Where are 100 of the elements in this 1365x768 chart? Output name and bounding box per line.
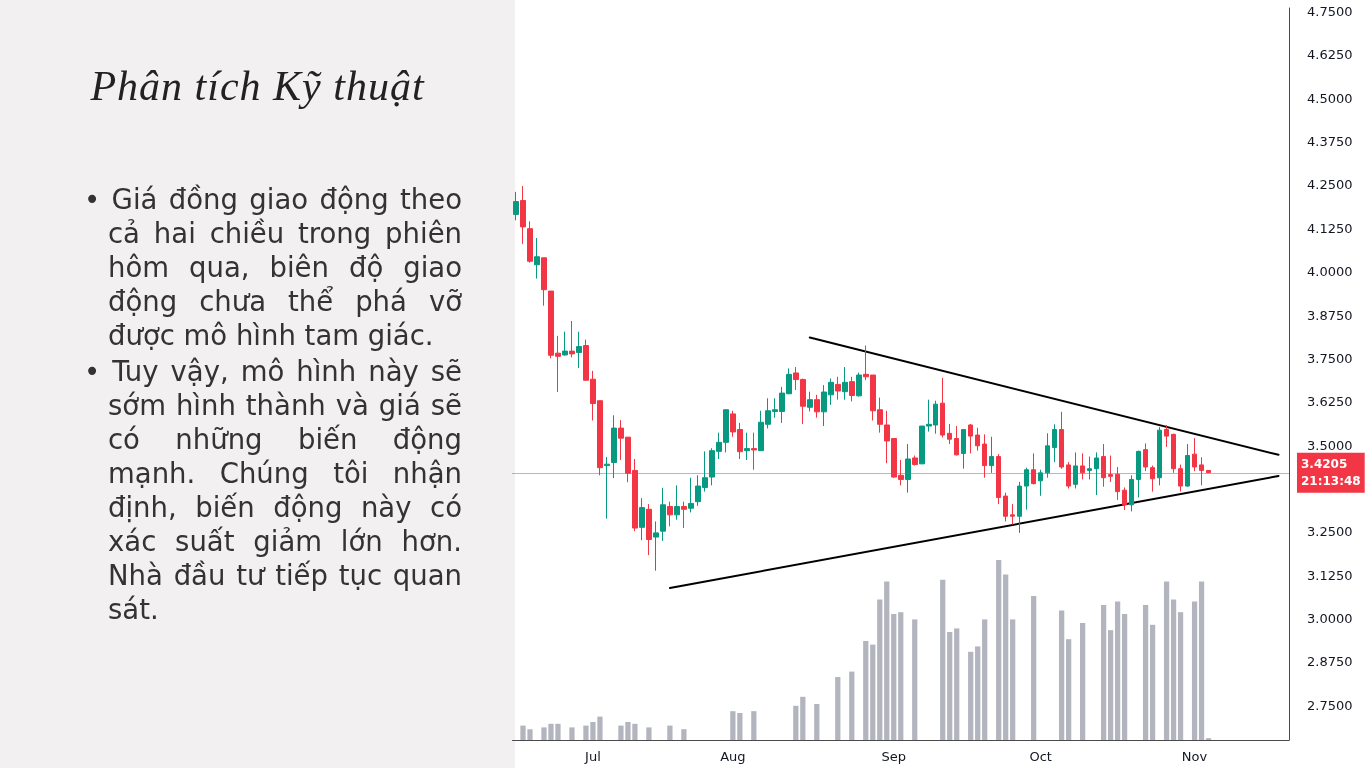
candlestick <box>1087 456 1092 480</box>
text: Phân tích Kỹ thuật <box>89 62 426 110</box>
bar <box>800 696 806 740</box>
candlestick <box>842 366 848 401</box>
bar <box>975 646 981 740</box>
y-tick-label: 4.2500 <box>1307 177 1353 193</box>
candlestick <box>1059 411 1064 470</box>
bar <box>737 713 743 740</box>
bar <box>1031 596 1037 740</box>
candlestick <box>989 436 994 474</box>
bar <box>1177 612 1184 740</box>
bar <box>681 729 687 740</box>
x-tick-label: Aug <box>720 749 746 764</box>
ref-line-label: 3.4205 21:13:48 <box>1301 457 1361 489</box>
candlestick <box>1129 474 1134 512</box>
bar <box>940 579 946 740</box>
bar <box>849 671 855 740</box>
bar <box>1010 619 1016 740</box>
candlestick <box>1094 451 1099 496</box>
candlestick <box>1143 442 1148 472</box>
candlestick <box>1003 492 1008 522</box>
candlestick <box>1192 437 1197 472</box>
bar <box>835 677 841 740</box>
y-tick-label: 3.0000 <box>1307 611 1353 627</box>
candlestick <box>1136 450 1141 498</box>
bar <box>947 632 953 740</box>
bar <box>863 641 869 740</box>
bar <box>1107 630 1114 740</box>
y-tick-label: 4.3750 <box>1307 134 1353 150</box>
bar <box>793 705 799 740</box>
candlestick <box>961 429 966 470</box>
bar <box>968 651 974 740</box>
candlestick <box>1010 503 1015 526</box>
candlestick <box>604 456 610 520</box>
bar <box>751 711 757 740</box>
candlestick <box>674 484 680 521</box>
candlestick <box>534 237 540 280</box>
candlestick <box>1017 481 1022 534</box>
candlestick <box>940 377 945 438</box>
candlestick <box>639 497 645 541</box>
candlestick <box>849 376 855 402</box>
bar <box>646 727 652 740</box>
candlestick <box>807 391 813 412</box>
candlestick <box>975 427 980 452</box>
y-tick-label: 4.7500 <box>1307 3 1353 19</box>
bar <box>870 644 876 740</box>
candlestick <box>1024 467 1029 511</box>
candlestick <box>1038 469 1043 497</box>
y-tick-label: 3.1250 <box>1307 567 1353 583</box>
bar <box>1003 574 1009 740</box>
bar <box>1066 639 1072 740</box>
candlestick <box>835 376 841 401</box>
y-tick-label: 3.6250 <box>1307 394 1353 410</box>
text: • Tuy vậy, mô hình này sẽ sớm hình thành và giá sẽ có những biến động mạnh. Chúng tôi nhận định, biến động này có xác suất giảm lớn hơn. Nhà đầu tư tiếp tục quan sát. <box>84 354 462 626</box>
x-tick-label: Jul <box>584 749 601 764</box>
candlestick <box>1045 432 1050 479</box>
bar <box>884 581 890 740</box>
y-tick-label: 3.2500 <box>1307 524 1353 540</box>
candlestick <box>1052 423 1057 463</box>
candlestick <box>814 394 820 419</box>
candlestick <box>856 372 862 398</box>
bar <box>1121 614 1128 740</box>
bar <box>954 628 960 740</box>
bar <box>912 619 918 740</box>
candlestick <box>611 414 617 479</box>
candlestick <box>968 423 973 454</box>
y-tick-label: 3.7500 <box>1307 350 1353 366</box>
bar <box>1114 601 1121 740</box>
y-tick-label: 2.7500 <box>1307 697 1353 713</box>
y-tick-label: 4.0000 <box>1307 264 1353 280</box>
candlestick <box>1164 424 1169 448</box>
x-tick-label: Nov <box>1181 749 1208 764</box>
bar <box>1142 605 1149 740</box>
candlestick <box>562 331 568 357</box>
candlestick <box>513 191 519 221</box>
candlestick <box>520 185 526 245</box>
candlestick <box>576 331 582 369</box>
candlestick <box>688 477 694 513</box>
bar <box>1059 610 1065 740</box>
y-tick-label: 4.1250 <box>1307 220 1353 236</box>
candlestick <box>947 423 952 445</box>
candlestick <box>1157 426 1162 486</box>
candlestick <box>541 257 547 307</box>
text: • Giá đồng giao động theo cả hai chiều trong phiên hôm qua, biên độ giao động chưa thể phá vỡ được mô hình tam giác. <box>84 182 462 352</box>
bar <box>877 599 883 740</box>
bar <box>667 725 673 740</box>
y-tick-label: 4.5000 <box>1307 90 1353 106</box>
candlestick <box>751 432 757 471</box>
bar <box>1149 624 1156 740</box>
bar <box>996 560 1002 740</box>
candlestick <box>1185 443 1190 488</box>
y-tick-label: 3.5000 <box>1307 437 1353 453</box>
bar <box>1198 581 1205 740</box>
bar <box>898 612 904 740</box>
y-tick-label: 4.6250 <box>1307 47 1353 63</box>
candlestick <box>646 503 652 556</box>
candlestick <box>1073 451 1078 489</box>
x-tick-label: Oct <box>1029 749 1052 764</box>
candlestick <box>653 520 659 572</box>
candlestick <box>667 501 673 527</box>
